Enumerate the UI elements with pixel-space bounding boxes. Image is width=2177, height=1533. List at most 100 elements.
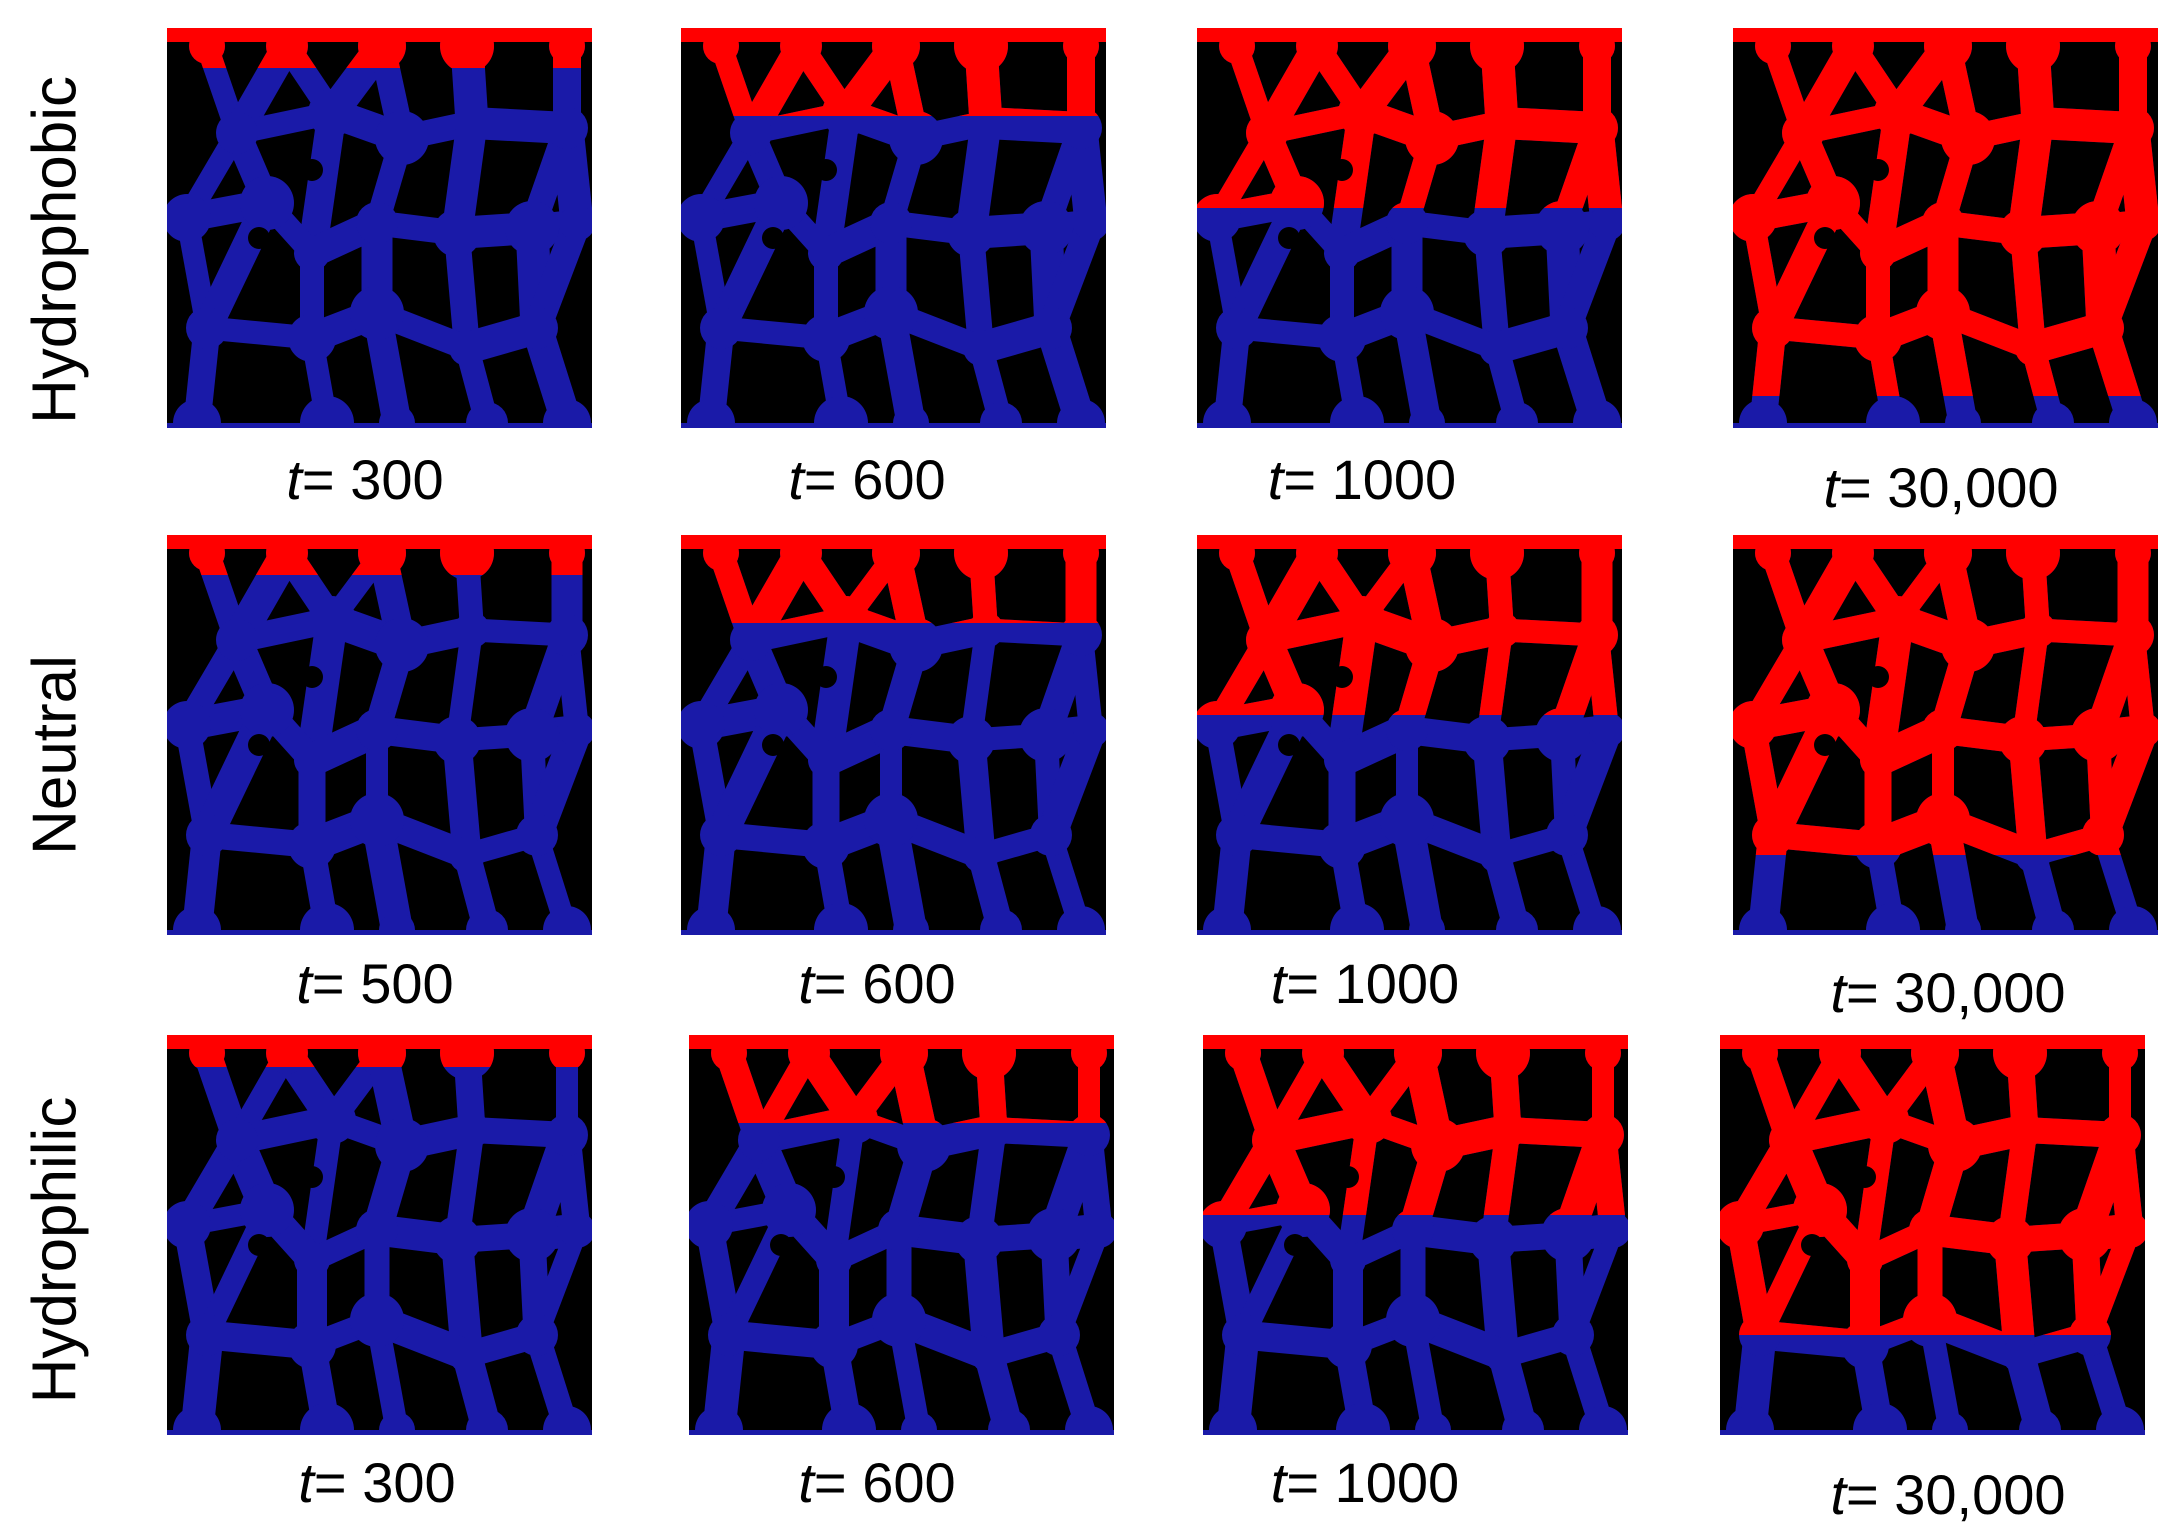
inlet-reservoir: [167, 535, 592, 549]
pore-body: [900, 618, 932, 623]
row-hydrophobic: Hydrophobic t= 300 t= 600 t= 1000 t= 30,…: [0, 0, 2177, 519]
pore-body: [559, 205, 592, 241]
row-label: Hydrophobic: [0, 20, 110, 480]
pore-body: [543, 1406, 591, 1435]
pore-body: [1484, 105, 1520, 141]
pore-body: [240, 176, 294, 230]
pore-body: [2112, 1212, 2145, 1248]
pore-body: [1073, 712, 1106, 748]
pore-body: [1576, 614, 1618, 656]
pore-body: [1270, 683, 1324, 715]
pore-body: [1057, 399, 1105, 428]
solid-grain: [770, 1234, 792, 1256]
row-label-text: Neutral: [20, 655, 90, 855]
time-caption: t= 300: [298, 1451, 456, 1514]
pore-body: [1380, 286, 1434, 340]
pore-body: [433, 209, 481, 257]
pore-body: [300, 1403, 354, 1435]
pore-body: [1209, 1406, 1257, 1435]
pore-body: [308, 596, 356, 644]
row-hydrophilic: Hydrophilic t= 300 t= 600 t= 1000 t= 30,…: [0, 1010, 2177, 1526]
pore-body: [889, 111, 943, 165]
pore-body: [1484, 612, 1520, 648]
pore-body: [2099, 1114, 2141, 1156]
pore-body: [1411, 1118, 1465, 1172]
pore-body: [1344, 1096, 1392, 1144]
solid-grain: [401, 774, 423, 796]
time-caption: t= 600: [798, 1451, 956, 1514]
pore-body: [1490, 1112, 1526, 1148]
pore-body: [186, 307, 228, 349]
pore-body: [173, 906, 221, 935]
pore-body: [900, 111, 932, 116]
inlet-reservoir: [1733, 535, 2158, 549]
pore-body: [1733, 701, 1777, 749]
pore-body: [1782, 619, 1824, 661]
pore-body: [1854, 314, 1902, 362]
pore-body: [947, 209, 995, 257]
pore-body: [1479, 330, 1515, 366]
solid-grain: [1522, 1174, 1544, 1196]
inlet-reservoir: [689, 1035, 1114, 1049]
pore-body: [814, 396, 868, 428]
pore-body: [1216, 307, 1258, 349]
invading-phase-region: [1733, 535, 2158, 855]
pore-body: [454, 105, 490, 141]
solid-grain: [1000, 674, 1022, 696]
outlet-reservoir: [689, 1430, 1114, 1435]
pore-body: [1597, 712, 1617, 715]
pore-body: [1197, 701, 1239, 715]
pore-body: [1546, 307, 1588, 349]
pore-body: [1409, 912, 1445, 935]
pore-body: [240, 1183, 294, 1237]
pore-body: [433, 1216, 481, 1264]
pore-body: [872, 1293, 926, 1347]
pore-body: [356, 202, 398, 244]
pore-body: [1336, 1403, 1390, 1435]
pore-body: [1739, 1314, 1781, 1335]
solid-grain: [1431, 774, 1453, 796]
pore-body: [1595, 1212, 1628, 1248]
outlet-reservoir: [681, 930, 1106, 935]
pore-body: [830, 1096, 878, 1123]
pore-body: [1922, 709, 1964, 751]
inlet-reservoir: [681, 535, 1106, 549]
pore-body: [1843, 1321, 1887, 1335]
pore-body: [1386, 202, 1428, 244]
pore-body: [1392, 202, 1422, 208]
pore-network-image: [167, 28, 592, 428]
pore-body: [516, 307, 558, 349]
pore-body: [822, 596, 870, 623]
pore-body: [971, 1337, 1007, 1373]
pore-body: [546, 1114, 588, 1156]
outlet-reservoir: [1733, 423, 2158, 428]
pore-body: [1330, 903, 1384, 935]
pore-body: [1854, 821, 1902, 855]
solid-grain: [1954, 1274, 1976, 1296]
solid-grain: [1331, 159, 1353, 181]
pore-body: [1063, 614, 1099, 623]
pore-body: [808, 235, 844, 271]
pore-body: [1246, 619, 1288, 661]
pore-body: [1999, 716, 2047, 764]
pore-body: [216, 112, 258, 154]
outlet-reservoir: [1733, 930, 2158, 935]
pore-body: [1597, 205, 1617, 208]
pore-throat: [1474, 107, 1518, 208]
time-caption: t= 30,000: [1830, 961, 2066, 1024]
pore-body: [2020, 105, 2056, 141]
pore-body: [1860, 235, 1896, 271]
pore-body: [1543, 708, 1581, 715]
solid-grain: [1000, 167, 1022, 189]
pore-body: [1903, 1293, 1957, 1335]
pore-body: [1916, 793, 1970, 847]
pore-body: [1405, 618, 1459, 672]
time-caption: t= 1000: [1270, 952, 1460, 1015]
pore-body: [746, 1119, 772, 1123]
invading-phase-region: [703, 535, 1099, 623]
outlet-reservoir: [1203, 1430, 1628, 1435]
pore-body: [802, 821, 850, 869]
pore-body: [681, 194, 725, 242]
solid-grain: [1854, 1166, 1876, 1188]
outlet-reservoir: [1197, 930, 1622, 935]
